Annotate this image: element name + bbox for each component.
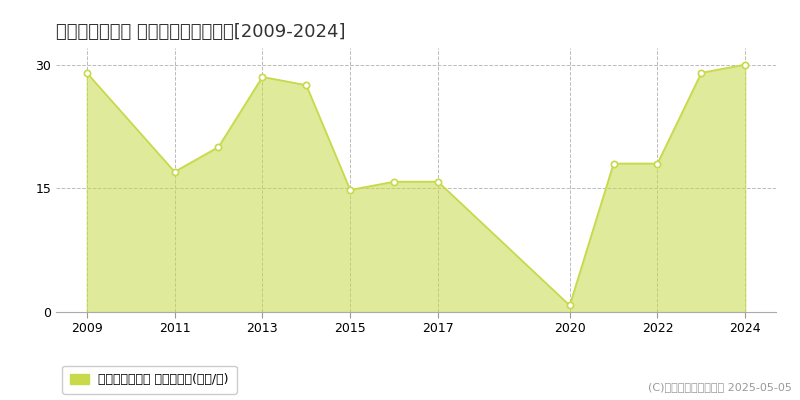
Text: 新潟市東区東明 マンション価格推移[2009-2024]: 新潟市東区東明 マンション価格推移[2009-2024] [56,23,346,41]
Text: (C)土地価格ドットコム 2025-05-05: (C)土地価格ドットコム 2025-05-05 [648,382,792,392]
Legend: マンション価格 平均嵪単価(万円/嵪): マンション価格 平均嵪単価(万円/嵪) [62,366,237,394]
